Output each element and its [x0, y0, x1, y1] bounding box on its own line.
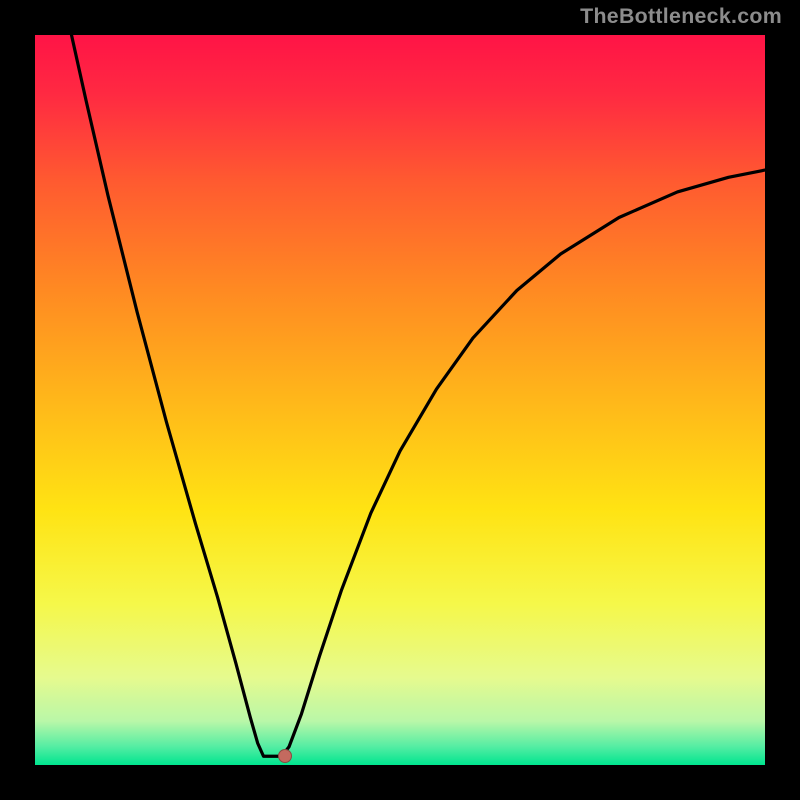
chart-frame: TheBottleneck.com [0, 0, 800, 800]
bottleneck-curve [72, 35, 766, 756]
minimum-marker [278, 749, 292, 763]
curve-svg [35, 35, 765, 765]
plot-area [35, 35, 765, 765]
watermark-text: TheBottleneck.com [580, 4, 782, 29]
